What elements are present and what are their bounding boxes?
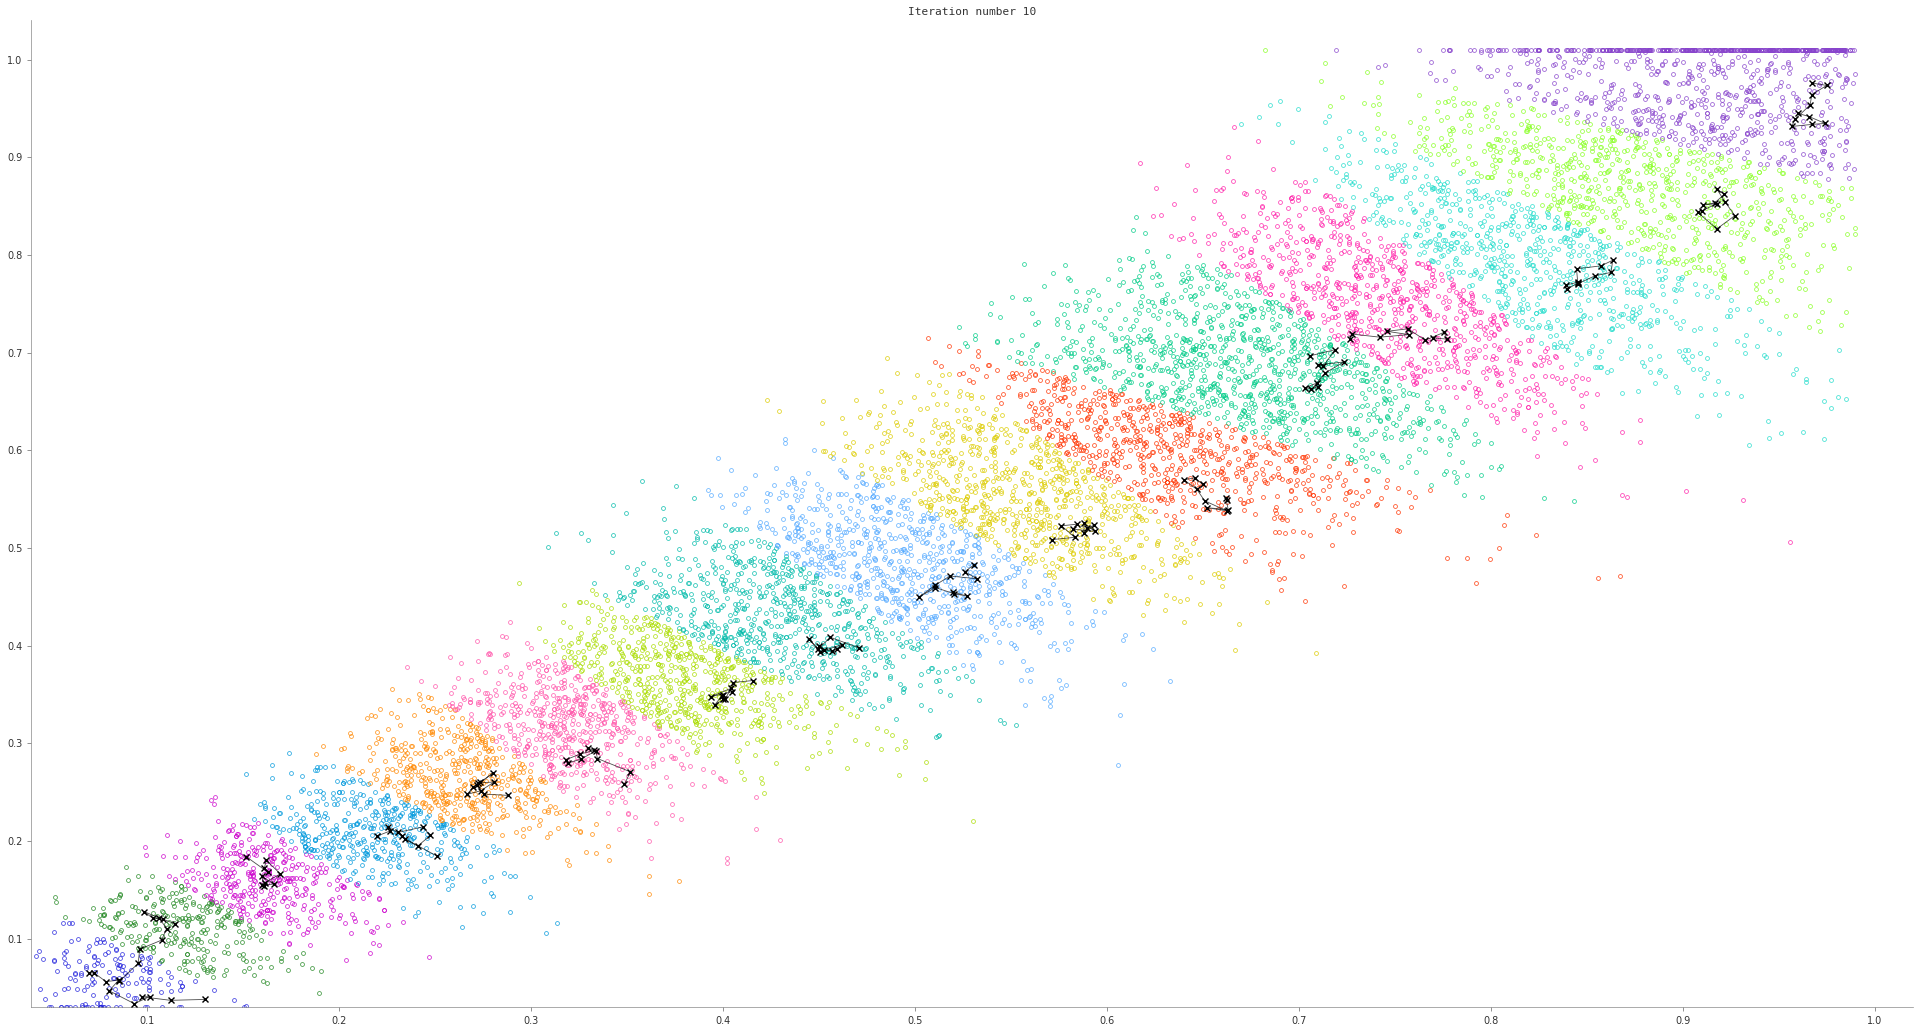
Title: Iteration number 10: Iteration number 10: [908, 7, 1037, 17]
